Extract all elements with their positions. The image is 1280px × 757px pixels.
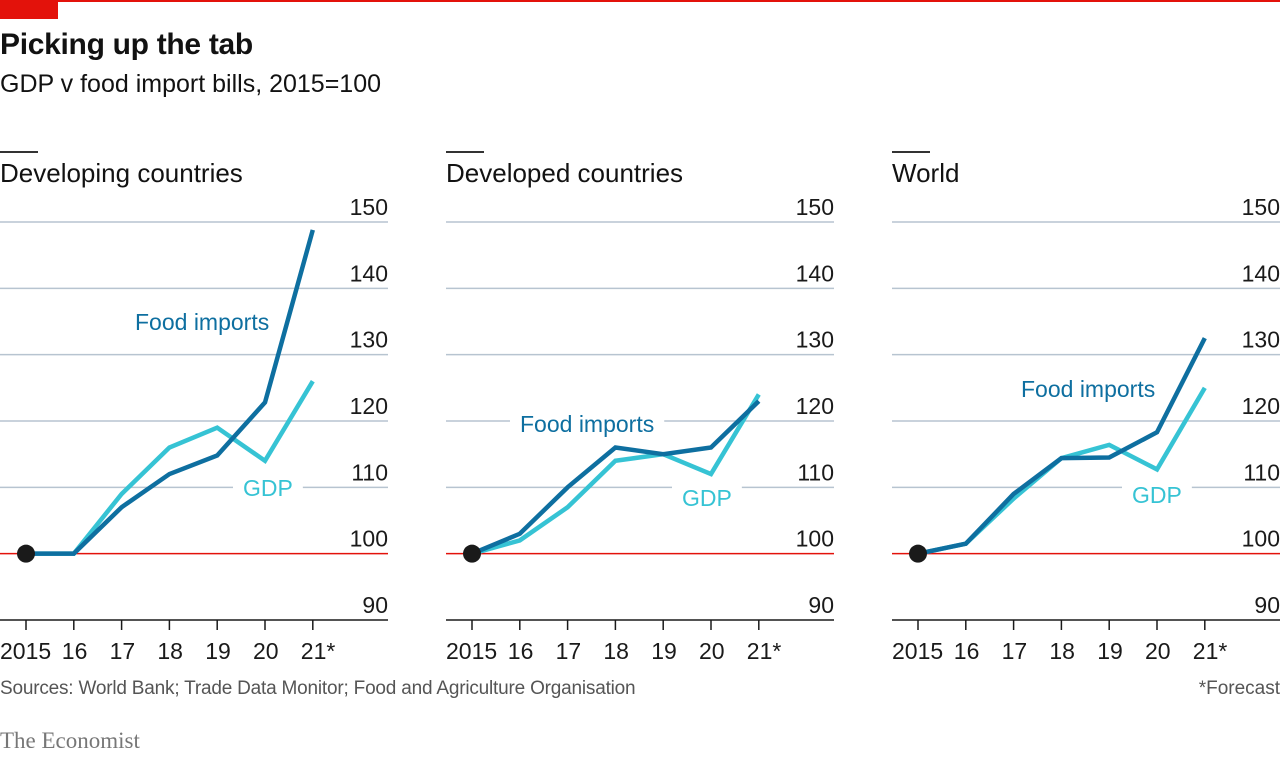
source-note: Sources: World Bank; Trade Data Monitor;…: [0, 678, 636, 699]
y-tick-label-120: 120: [350, 393, 388, 419]
x-tick-label-17: 17: [556, 638, 582, 664]
x-tick-label-20: 20: [699, 638, 725, 664]
economist-red-tag: [0, 0, 58, 19]
x-tick-label-16: 16: [508, 638, 534, 664]
y-tick-label-120: 120: [1242, 393, 1280, 419]
y-tick-label-130: 130: [796, 327, 834, 353]
x-tick-label-19: 19: [205, 638, 231, 664]
x-tick-label-18: 18: [603, 638, 629, 664]
chart-panel-developing-countries: 90 100 110 120 130 140 150 2015 16 17 18 19 20 21* Foo…: [0, 194, 388, 664]
chart-panel-developed-countries: 90 100 110 120 130 140 150 2015 16 17 18 19 20 21* Foo…: [446, 194, 834, 664]
label-gdp: GDP: [243, 475, 293, 501]
label-knockout: [1122, 482, 1192, 508]
y-tick-label-110: 110: [351, 459, 388, 485]
y-tick-label-140: 140: [350, 260, 388, 286]
y-tick-label-90: 90: [362, 592, 388, 618]
panel-title-developed: Developed countries: [446, 158, 684, 188]
y-tick-label-130: 130: [1242, 327, 1280, 353]
x-tick-label-17: 17: [110, 638, 136, 664]
y-tick-label-140: 140: [796, 260, 834, 286]
y-tick-label-100: 100: [1242, 526, 1280, 552]
panel-rule-developing: [0, 151, 38, 153]
y-tick-label-110: 110: [797, 459, 834, 485]
x-tick-label-16: 16: [62, 638, 88, 664]
y-tick-label-100: 100: [350, 526, 388, 552]
series-line-food-imports: [26, 229, 315, 556]
y-tick-label-140: 140: [1242, 260, 1280, 286]
x-tick-label-21: 21*: [301, 638, 336, 664]
x-tick-label-19: 19: [651, 638, 677, 664]
label-food-imports: Food imports: [135, 309, 269, 335]
y-tick-label-120: 120: [796, 393, 834, 419]
x-tick-label-21: 21*: [1193, 638, 1228, 664]
start-dot-2015: [463, 544, 481, 563]
x-tick-label-20: 20: [253, 638, 279, 664]
chart-subtitle: GDP v food import bills, 2015=100: [0, 70, 382, 98]
y-tick-label-90: 90: [1254, 592, 1280, 618]
x-tick-label-19: 19: [1097, 638, 1123, 664]
label-gdp: GDP: [1132, 482, 1182, 508]
start-dot-2015: [17, 544, 35, 563]
y-tick-label-90: 90: [808, 592, 834, 618]
label-knockout: [1011, 376, 1166, 402]
label-knockout: [233, 475, 303, 501]
y-tick-label-100: 100: [796, 526, 834, 552]
chart-title: Picking up the tab: [0, 28, 253, 61]
x-tick-label-2015: 2015: [892, 638, 943, 664]
panel-title-world: World: [892, 158, 960, 188]
series-line-food-imports: [917, 337, 1207, 556]
y-tick-label-150: 150: [796, 194, 834, 220]
top-red-rule: [0, 0, 1280, 2]
y-tick-label-130: 130: [350, 327, 388, 353]
label-knockout: [672, 485, 742, 511]
x-tick-label-2015: 2015: [446, 638, 497, 664]
x-tick-label-18: 18: [1049, 638, 1075, 664]
chart-panel-world: 90 100 110 120 130 140 150 2015 16 17 18 19 20 21* Foo…: [892, 194, 1280, 664]
x-tick-label-2015: 2015: [0, 638, 51, 664]
x-tick-label-18: 18: [157, 638, 183, 664]
x-tick-label-16: 16: [954, 638, 980, 664]
label-knockout: [125, 309, 280, 335]
x-tick-label-20: 20: [1145, 638, 1171, 664]
y-tick-label-150: 150: [1242, 194, 1280, 220]
label-gdp: GDP: [682, 485, 732, 511]
x-tick-label-21: 21*: [747, 638, 782, 664]
label-knockout: [510, 411, 665, 437]
y-tick-label-110: 110: [1243, 459, 1280, 485]
label-food-imports: Food imports: [520, 411, 654, 437]
y-tick-label-150: 150: [350, 194, 388, 220]
panel-rule-world: [892, 151, 930, 153]
economist-logo: The Economist: [0, 728, 140, 753]
series-line-gdp: [917, 386, 1207, 556]
x-tick-label-17: 17: [1002, 638, 1028, 664]
forecast-footnote: *Forecast: [1198, 678, 1280, 699]
series-line-gdp: [26, 380, 315, 556]
start-dot-2015: [909, 544, 927, 563]
label-food-imports: Food imports: [1021, 376, 1155, 402]
panel-rule-developed: [446, 151, 484, 153]
panel-title-developing: Developing countries: [0, 158, 243, 188]
